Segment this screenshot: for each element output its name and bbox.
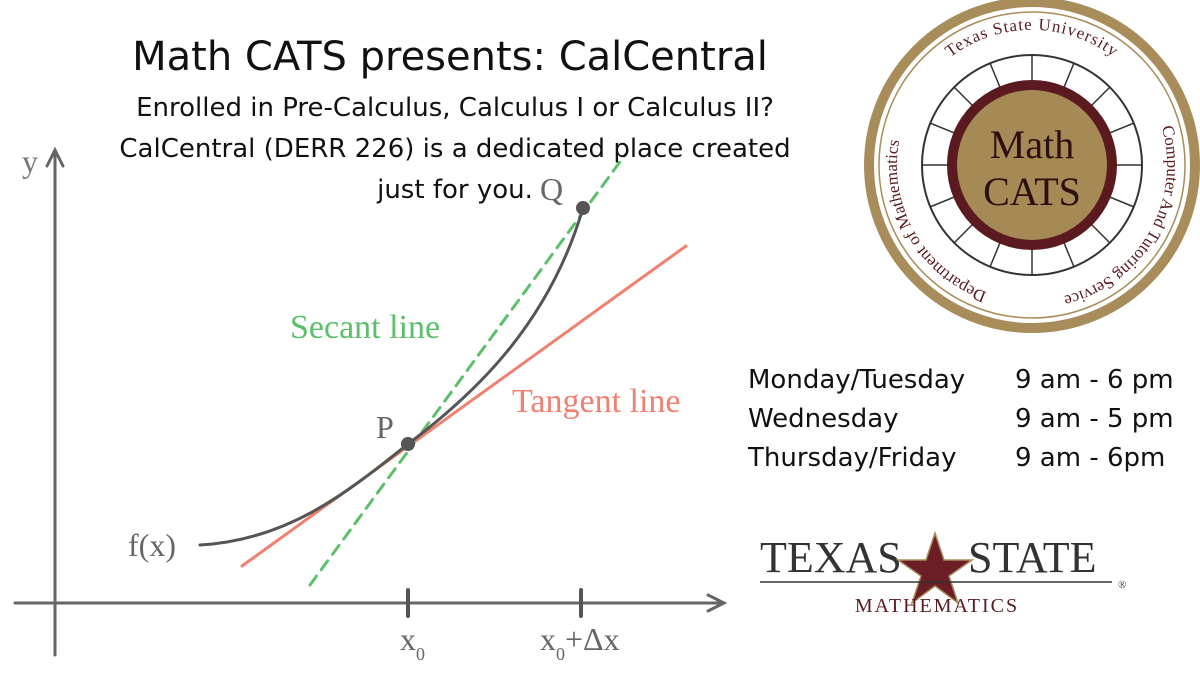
title: Math CATS presents: CalCentral [132, 34, 768, 80]
point-label: Q [540, 171, 563, 207]
point [576, 201, 590, 215]
tick-label-base: x [400, 621, 416, 657]
tangent-line [240, 244, 688, 568]
day: Monday/Tuesday [748, 365, 965, 395]
logo-text: CATS [983, 169, 1081, 214]
function-label: f(x) [128, 527, 176, 563]
time: 9 am - 5 pm [1015, 404, 1174, 434]
time: 9 am - 6pm [1015, 443, 1165, 473]
secant-line [308, 153, 627, 587]
graph: y Secant line Tangent line P Q f(x) x0 x… [13, 143, 728, 664]
point-label: P [376, 409, 394, 445]
tick-label-sub: 0 [416, 644, 425, 664]
header: Math CATS presents: CalCentral Enrolled … [119, 34, 790, 205]
subtitle-line: CalCentral (DERR 226) is a dedicated pla… [119, 134, 790, 164]
registered: ® [1118, 579, 1126, 591]
hours: Monday/Tuesday 9 am - 6 pm Wednesday 9 a… [747, 365, 1174, 473]
texas-state-logo: TEXAS STATE ® MATHEMATICS [760, 530, 1126, 617]
axis-label: y [22, 143, 38, 179]
subtitle-line: Enrolled in Pre-Calculus, Calculus I or … [136, 93, 774, 123]
subtitle-line: just for you. [376, 175, 533, 205]
logo-word: STATE [968, 533, 1096, 582]
secant-label: Secant line [290, 309, 440, 346]
star [895, 530, 975, 606]
time: 9 am - 6 pm [1015, 365, 1174, 395]
math-cats-logo: Math CATS Texas State University Compute… [864, 0, 1200, 333]
tick-label-base: x [540, 621, 556, 657]
logo-text: Math [990, 122, 1074, 167]
logo-word: TEXAS [760, 533, 902, 582]
x-arrow [706, 593, 728, 613]
day: Wednesday [748, 404, 899, 434]
tick-label-sub: 0 [556, 644, 565, 664]
day: Thursday/Friday [747, 443, 956, 473]
y-arrow [45, 146, 65, 168]
logo-ring [878, 11, 1186, 319]
tick-label: x0 [400, 621, 425, 664]
tick-label-rest: +Δx [565, 621, 620, 657]
department: MATHEMATICS [855, 595, 1019, 617]
tick-label: x0+Δx [540, 621, 620, 664]
logo-center [957, 90, 1107, 240]
point [401, 437, 415, 451]
tangent-label: Tangent line [512, 383, 681, 420]
